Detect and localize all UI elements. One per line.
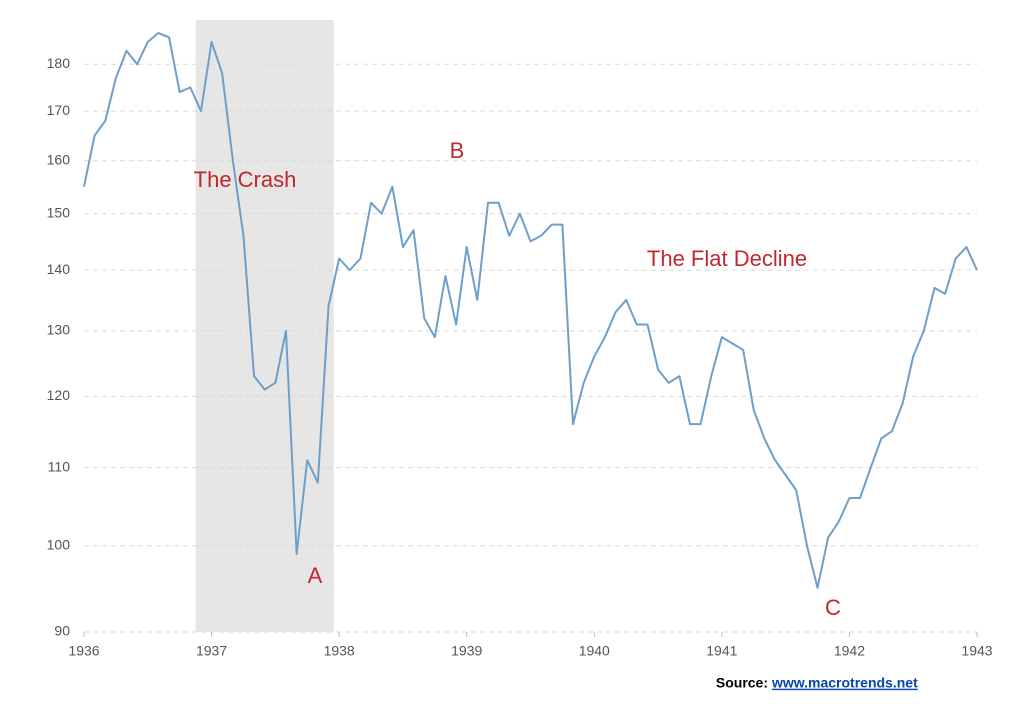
y-tick-label: 140	[47, 261, 71, 277]
source-link[interactable]: www.macrotrends.net	[771, 675, 918, 691]
x-tick-label: 1938	[324, 643, 355, 659]
background-layer	[195, 20, 334, 632]
annotation: The Crash	[194, 167, 297, 192]
highlight-band	[195, 20, 334, 632]
annotation: B	[450, 138, 465, 163]
y-tick-label: 170	[47, 102, 71, 118]
line-layer	[83, 32, 978, 589]
y-tick-label: 120	[47, 387, 71, 403]
y-tick-label: 100	[47, 536, 71, 552]
price-line	[83, 32, 978, 589]
x-tick-label: 1943	[961, 643, 992, 659]
y-tick-label: 130	[47, 322, 71, 338]
y-tick-label: 160	[47, 151, 71, 167]
x-tick-label: 1941	[706, 643, 737, 659]
annotation: A	[308, 563, 323, 588]
x-tick-label: 1939	[451, 643, 482, 659]
y-tick-label: 180	[47, 55, 71, 71]
text-layer: 90 100 110 120 130 140 150 160 170 180 1936 1937 193…	[47, 55, 993, 659]
annotation: The Flat Decline	[647, 246, 807, 271]
y-tick-label: 90	[54, 623, 70, 639]
x-tick-label: 1937	[196, 643, 227, 659]
y-tick-label: 110	[48, 458, 71, 474]
x-tick-label: 1942	[834, 643, 865, 659]
x-tick-label: 1940	[579, 643, 610, 659]
y-tick-label: 150	[47, 204, 71, 220]
source-label: Source:	[716, 675, 768, 691]
x-tick-label: 1936	[68, 643, 99, 659]
annotation: C	[825, 595, 841, 620]
